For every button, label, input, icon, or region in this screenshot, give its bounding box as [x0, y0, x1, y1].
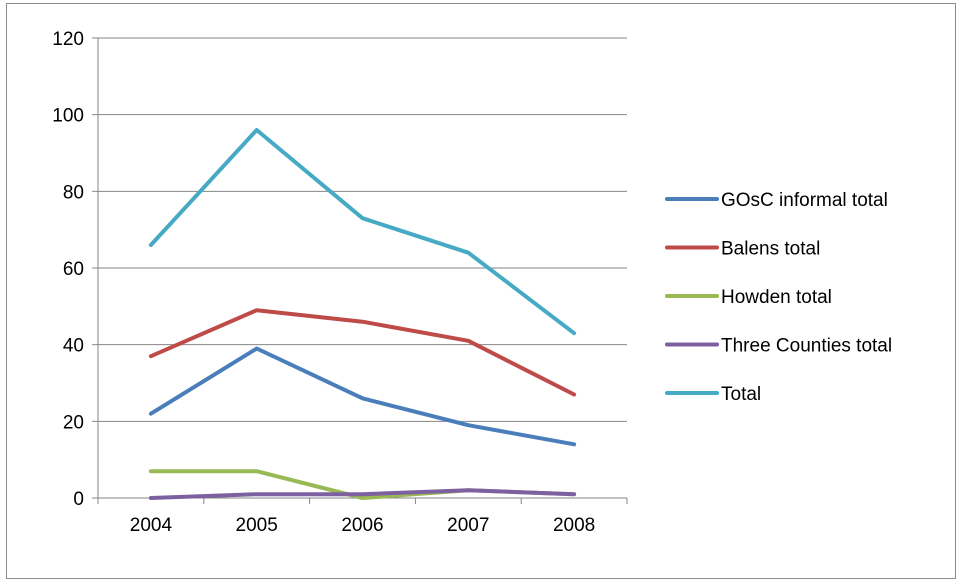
series-line-balens-total [148, 308, 577, 397]
x-tick-label: 2008 [553, 515, 595, 536]
gridlines [98, 37, 627, 422]
legend-label: Howden total [721, 287, 832, 308]
y-tick-label: 100 [52, 106, 84, 127]
y-tick-label: 20 [63, 412, 84, 433]
x-tick-label: 2004 [130, 515, 173, 536]
x-tick-label: 2006 [341, 515, 383, 536]
series-line-three-counties-total [148, 488, 577, 500]
y-tick-label: 80 [63, 182, 84, 203]
y-tick-label: 40 [63, 336, 84, 357]
axes: 0 20 40 60 80 100 120 2004 2005 2006 2007 2008 [52, 29, 628, 536]
legend-label: GOsC informal total [721, 190, 888, 211]
legend-label: Balens total [721, 239, 820, 260]
series-lines [148, 128, 577, 500]
legend-label: Total [721, 384, 761, 405]
x-tick-label: 2005 [236, 515, 278, 536]
y-tick-label: 0 [73, 489, 84, 510]
x-tick-label: 2007 [447, 515, 489, 536]
legend: GOsC informal total Balens total Howden to… [665, 190, 892, 405]
y-tick-label: 120 [52, 29, 84, 50]
y-tick-label: 60 [63, 259, 84, 280]
chart-frame: 0 20 40 60 80 100 120 2004 2005 2006 2007 2008 GOsC… [6, 3, 956, 579]
series-line-total [148, 128, 577, 336]
legend-label: Three Counties total [721, 336, 892, 357]
series-line-gosc-informal-total [148, 346, 577, 447]
line-chart: 0 20 40 60 80 100 120 2004 2005 2006 2007 2008 GOsC… [52, 29, 892, 536]
